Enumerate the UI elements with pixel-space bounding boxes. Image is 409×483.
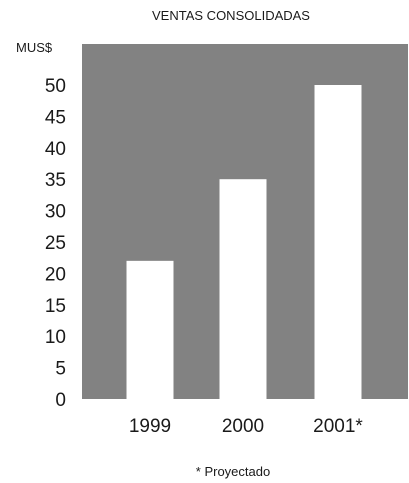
y-tick-label: 30	[45, 202, 66, 223]
y-tick-label: 0	[55, 390, 66, 411]
y-tick-label: 20	[45, 264, 66, 285]
y-tick-label: 40	[45, 139, 66, 160]
y-tick-label: 50	[45, 76, 66, 97]
bar-2001	[314, 85, 362, 399]
x-tick-label: 2000	[222, 416, 264, 437]
y-tick-label: 10	[45, 327, 66, 348]
chart-title: VENTAS CONSOLIDADAS	[152, 8, 310, 23]
y-axis-unit: MUS$	[16, 40, 53, 55]
y-tick-label: 35	[45, 170, 66, 191]
x-tick-label: 2001*	[313, 416, 363, 437]
x-tick-label: 1999	[129, 416, 171, 437]
bar-2000	[219, 179, 267, 399]
bars-group	[126, 85, 362, 399]
y-tick-label: 5	[55, 359, 66, 380]
y-tick-label: 15	[45, 296, 66, 317]
y-tick-label: 45	[45, 107, 66, 128]
x-axis-ticks: 1999 2000 2001*	[129, 416, 364, 437]
footnote: * Proyectado	[196, 464, 270, 479]
y-tick-label: 25	[45, 233, 66, 254]
y-axis-ticks: 0 5 10 15 20 25 30 35 40 45 50	[45, 76, 66, 411]
bar-1999	[126, 260, 174, 399]
